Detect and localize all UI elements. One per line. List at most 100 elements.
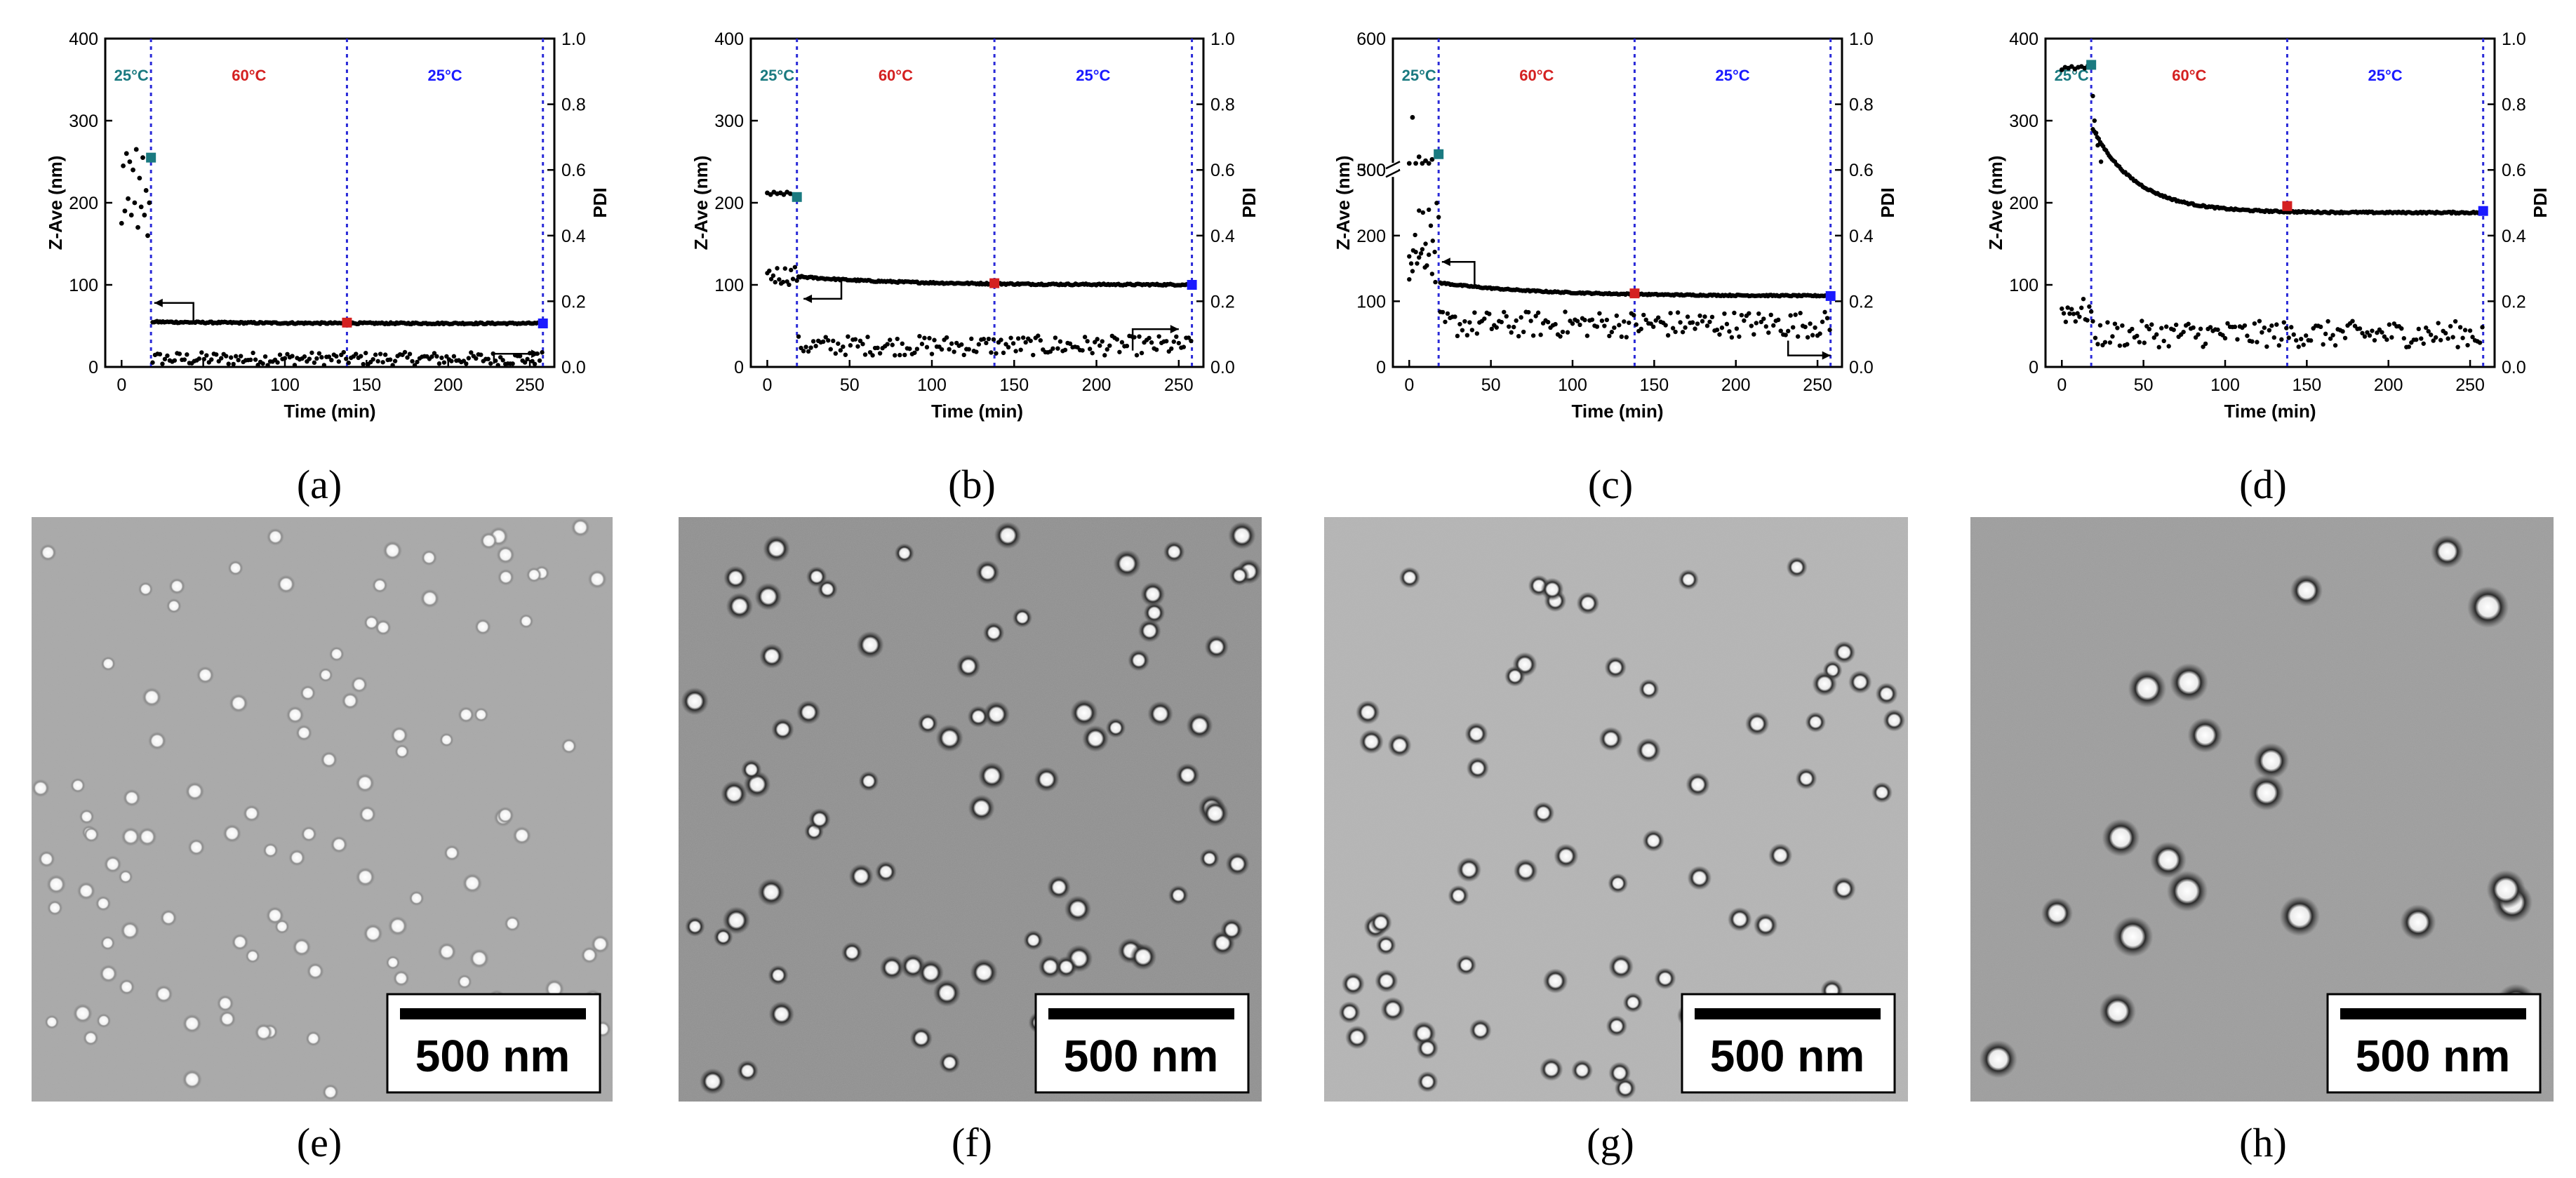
zave-point [119, 220, 124, 226]
pdi-point [912, 350, 917, 355]
pdi-point [1820, 319, 1825, 324]
pdi-point [2201, 344, 2205, 349]
pdi-point [1776, 317, 1781, 323]
plot-frame [104, 37, 556, 368]
nanoparticle [1168, 885, 1189, 906]
nanoparticle [1055, 956, 1078, 978]
pdi-point [803, 344, 808, 349]
nanoparticle [437, 942, 456, 961]
y-tick-label: 100 [1356, 292, 1386, 312]
pdi-point [2105, 320, 2110, 325]
nanoparticle [1753, 913, 1778, 937]
pdi-point [976, 342, 982, 347]
nanoparticle [526, 567, 542, 583]
pdi-point [1680, 330, 1686, 335]
nanoparticle [856, 631, 884, 659]
pdi-point [224, 354, 229, 359]
chart-panel-d: 0 50 100 150 200 250 0 100 200 300 400 0.0 0.2 0.4 0.6… [1985, 29, 2551, 422]
temperature-marker [1825, 290, 1836, 301]
pdi-point [808, 345, 813, 350]
nanoparticle [879, 955, 905, 980]
pdi-point [2112, 321, 2118, 326]
zave-point [1413, 161, 1418, 166]
pdi-point [2220, 333, 2225, 337]
chart-panel-a: 0 50 100 150 200 250 0 100 200 300 400 0.0 0.2 0.4 0.6… [45, 29, 610, 422]
pdi-point [277, 352, 283, 357]
pdi-point [860, 342, 865, 347]
nanoparticle [1023, 930, 1044, 951]
pdi-point [2065, 305, 2070, 310]
nanoparticle [1540, 577, 1564, 601]
pdi-point [464, 361, 469, 366]
subfigure-label-f: (f) [952, 1120, 992, 1165]
pdi-point [451, 354, 457, 359]
x-tick-label: 150 [1640, 375, 1669, 395]
nanoparticle [771, 718, 794, 742]
nanoparticle [474, 707, 488, 722]
phase-label: 25°C [760, 67, 794, 84]
nanoparticle [841, 942, 863, 964]
nanoparticle [723, 565, 748, 590]
pdi-point [1558, 334, 1563, 339]
pdi-point [160, 361, 165, 366]
nanoparticle [2166, 870, 2208, 912]
pdi-point [510, 361, 515, 366]
scale-bar-e: 500 nm [386, 993, 601, 1094]
pdi-point [877, 351, 883, 356]
pdi-point [1171, 339, 1176, 344]
pdi-point [1119, 340, 1125, 345]
nanoparticle [1542, 968, 1568, 994]
pdi-point [780, 279, 786, 285]
pdi-point [2193, 335, 2198, 340]
nanoparticle [2099, 993, 2137, 1030]
pdi-point [2431, 338, 2436, 343]
pdi-point [209, 357, 214, 362]
arrow-head [803, 294, 813, 303]
pdi-point [361, 361, 366, 367]
pdi-point [2135, 333, 2140, 338]
pdi-point [2087, 304, 2092, 309]
pdi-point [1739, 312, 1744, 318]
pdi-point [537, 358, 542, 363]
nanoparticle [757, 878, 785, 906]
pdi-point [2416, 326, 2421, 332]
pdi-point [1445, 311, 1450, 316]
pdi-point [2296, 344, 2301, 349]
nanoparticle [917, 713, 938, 734]
nanoparticle [166, 598, 182, 614]
pdi-point [2455, 344, 2460, 349]
pdi-point [902, 352, 907, 358]
pdi-point [2250, 339, 2255, 344]
subfigure-label-c: (c) [1588, 462, 1633, 507]
pdi-point [2142, 340, 2147, 345]
pdi-point [914, 347, 920, 352]
nanoparticle [421, 549, 437, 566]
pdi-point [1413, 250, 1418, 255]
x-tick-label: 0 [116, 375, 126, 395]
plot-frame [2044, 37, 2496, 368]
nanoparticle [736, 1059, 759, 1083]
pdi-point [1648, 321, 1653, 326]
pdi-point [1798, 311, 1803, 316]
pdi-point [961, 352, 966, 358]
pdi-point [2360, 330, 2365, 336]
arrow-head [154, 298, 163, 307]
pdi-point [1100, 339, 1105, 344]
pdi-point [1415, 261, 1420, 266]
y-axis-title: Z-Ave (nm) [690, 156, 712, 250]
pdi-point [907, 346, 912, 352]
nanoparticle [70, 777, 86, 794]
pdi-point [226, 361, 231, 366]
pdi-point [770, 273, 776, 279]
pdi-point [359, 354, 363, 359]
nanoparticle [938, 1052, 961, 1073]
pdi-point [302, 354, 307, 359]
nanoparticle [2169, 663, 2208, 702]
nanoparticle [768, 965, 789, 986]
pdi-point [2067, 311, 2072, 316]
nanoparticle [38, 850, 55, 868]
nanoparticle [100, 656, 116, 671]
pdi-point [2325, 319, 2330, 324]
nanoparticle [104, 855, 122, 874]
pdi-point [2115, 326, 2120, 330]
